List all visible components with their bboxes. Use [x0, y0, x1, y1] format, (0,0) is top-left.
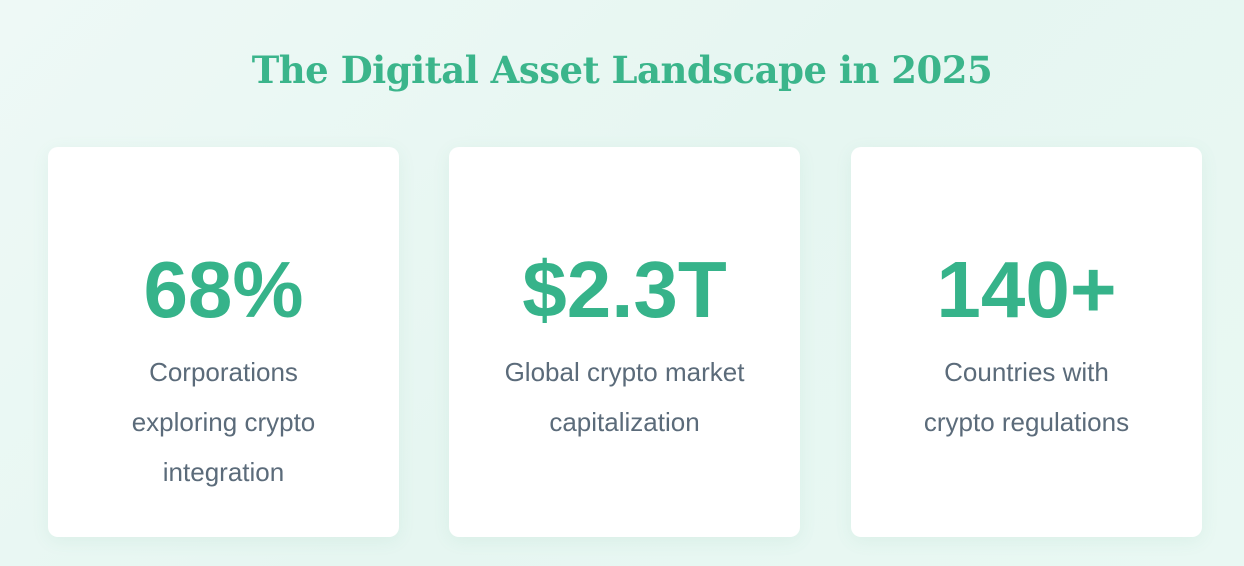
stat-label: Global crypto market capitalization — [504, 357, 745, 437]
page-title: The Digital Asset Landscape in 2025 — [251, 48, 993, 92]
stat-card-countries: 140+ Countries with crypto regulations — [851, 147, 1202, 537]
stat-value: $2.3T — [522, 245, 727, 334]
stat-label: Countries with crypto regulations — [923, 357, 1130, 437]
stat-card-corporations: 68% Corporations exploring crypto integr… — [48, 147, 399, 537]
stat-value: 68% — [143, 245, 304, 334]
stat-value: 140+ — [936, 245, 1117, 334]
stat-label: Corporations exploring crypto integratio… — [131, 357, 316, 487]
stat-card-market-cap: $2.3T Global crypto market capitalizatio… — [449, 147, 800, 537]
